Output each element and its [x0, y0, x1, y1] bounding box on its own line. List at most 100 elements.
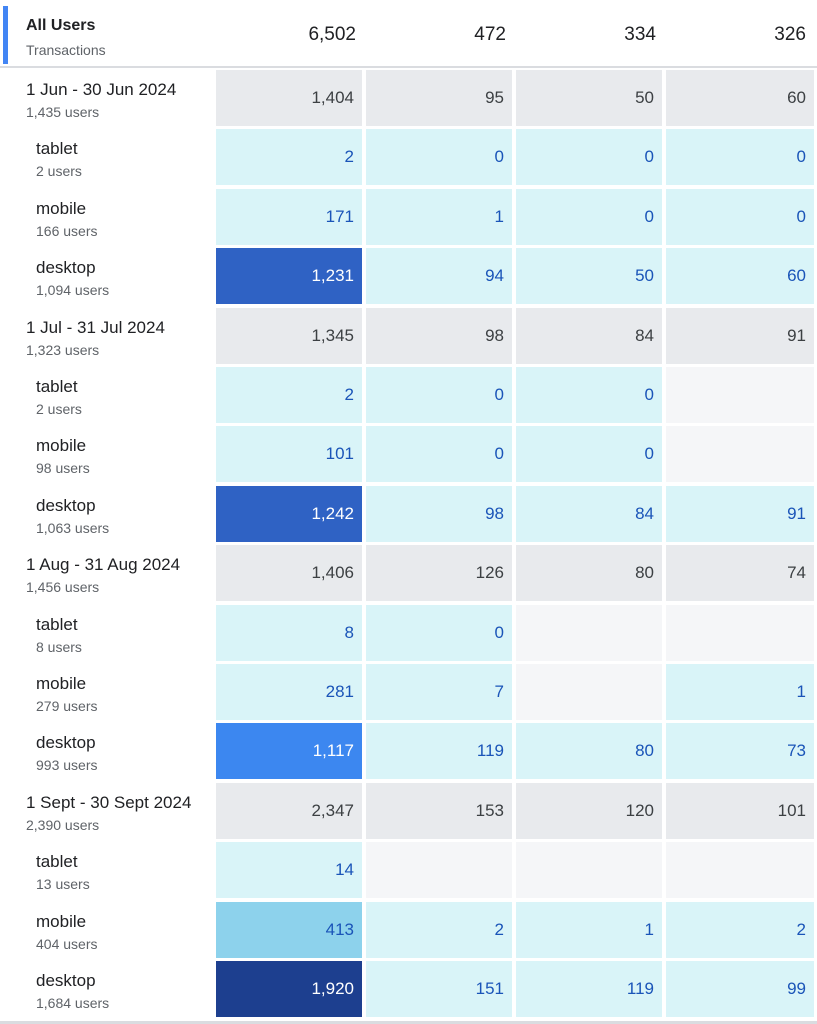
data-cell[interactable]: 2 [216, 129, 362, 185]
data-cell[interactable]: 2 [216, 367, 362, 423]
user-count: 13 users [36, 876, 90, 892]
data-cell[interactable]: 50 [516, 248, 662, 304]
data-cell[interactable] [516, 842, 662, 898]
data-cell[interactable]: 1 [366, 189, 512, 245]
data-cell[interactable]: 0 [666, 129, 814, 185]
data-cell[interactable]: 0 [516, 367, 662, 423]
data-cell[interactable] [516, 664, 662, 720]
data-cell[interactable]: 99 [666, 961, 814, 1017]
data-cell[interactable]: 1,406 [216, 545, 362, 601]
data-cell[interactable]: 1,404 [216, 70, 362, 126]
data-cell[interactable]: 0 [666, 189, 814, 245]
data-cell[interactable] [516, 605, 662, 661]
user-count: 1,323 users [26, 342, 99, 358]
data-cell[interactable]: 50 [516, 70, 662, 126]
device-label: mobile [36, 912, 86, 932]
data-cell[interactable]: 2 [366, 902, 512, 958]
row-label-cell: tablet 2 users [0, 127, 213, 186]
device-row: mobile 279 users 281 7 1 [0, 662, 817, 721]
user-count: 8 users [36, 639, 82, 655]
data-cell[interactable]: 74 [666, 545, 814, 601]
device-row: tablet 2 users 2 0 0 [0, 365, 817, 424]
data-cell[interactable]: 1,920 [216, 961, 362, 1017]
data-cell[interactable]: 1,117 [216, 723, 362, 779]
device-label: desktop [36, 733, 96, 753]
data-cell[interactable] [666, 426, 814, 482]
data-cell[interactable]: 120 [516, 783, 662, 839]
row-label-cell: 1 Aug - 31 Aug 2024 1,456 users [0, 543, 213, 602]
data-cell[interactable]: 0 [366, 367, 512, 423]
column-total: 472 [366, 24, 506, 46]
data-cell[interactable]: 0 [366, 426, 512, 482]
data-cell[interactable]: 126 [366, 545, 512, 601]
data-cell[interactable]: 1 [516, 902, 662, 958]
user-count: 993 users [36, 757, 97, 773]
user-count: 1,063 users [36, 520, 109, 536]
data-cell[interactable]: 98 [366, 308, 512, 364]
data-cell[interactable]: 2,347 [216, 783, 362, 839]
row-label-cell: tablet 13 users [0, 840, 213, 899]
data-cell[interactable]: 1,345 [216, 308, 362, 364]
data-cell[interactable]: 80 [516, 545, 662, 601]
metric-name: Transactions [26, 42, 106, 58]
row-label-cell: tablet 8 users [0, 603, 213, 662]
data-cell[interactable]: 60 [666, 248, 814, 304]
data-cell[interactable]: 153 [366, 783, 512, 839]
data-cell[interactable]: 7 [366, 664, 512, 720]
user-count: 2,390 users [26, 817, 99, 833]
data-cell[interactable]: 119 [366, 723, 512, 779]
data-cell[interactable]: 0 [366, 605, 512, 661]
data-cell[interactable]: 119 [516, 961, 662, 1017]
data-cell[interactable]: 2 [666, 902, 814, 958]
row-label-cell: 1 Jul - 31 Jul 2024 1,323 users [0, 306, 213, 365]
data-cell[interactable]: 91 [666, 308, 814, 364]
row-label-cell: desktop 1,684 users [0, 959, 213, 1018]
data-cell[interactable]: 0 [366, 129, 512, 185]
table-header: All Users Transactions 6,502 472 334 326 [0, 0, 817, 68]
data-cell[interactable]: 0 [516, 426, 662, 482]
data-cell[interactable]: 98 [366, 486, 512, 542]
device-row: desktop 1,063 users 1,242 98 84 91 [0, 484, 817, 543]
user-count: 1,684 users [36, 995, 109, 1011]
row-label-cell: mobile 279 users [0, 662, 213, 721]
data-cell[interactable]: 84 [516, 308, 662, 364]
period-row: 1 Sept - 30 Sept 2024 2,390 users 2,347 153… [0, 781, 817, 840]
data-cell[interactable] [666, 605, 814, 661]
data-cell[interactable]: 1,242 [216, 486, 362, 542]
data-cell[interactable]: 91 [666, 486, 814, 542]
device-label: tablet [36, 852, 78, 872]
data-cell[interactable]: 413 [216, 902, 362, 958]
data-cell[interactable]: 8 [216, 605, 362, 661]
data-cell[interactable] [666, 367, 814, 423]
data-cell[interactable]: 94 [366, 248, 512, 304]
data-cell[interactable] [366, 842, 512, 898]
data-cell[interactable]: 101 [216, 426, 362, 482]
data-cell[interactable] [666, 842, 814, 898]
device-label: mobile [36, 199, 86, 219]
data-cell[interactable]: 281 [216, 664, 362, 720]
row-label-cell: tablet 2 users [0, 365, 213, 424]
row-label-cell: 1 Jun - 30 Jun 2024 1,435 users [0, 68, 213, 127]
data-cell[interactable]: 73 [666, 723, 814, 779]
data-cell[interactable]: 14 [216, 842, 362, 898]
device-row: desktop 1,684 users 1,920 151 119 99 [0, 959, 817, 1018]
row-label-cell: mobile 404 users [0, 900, 213, 959]
row-label-cell: mobile 166 users [0, 187, 213, 246]
data-cell[interactable]: 151 [366, 961, 512, 1017]
data-cell[interactable]: 84 [516, 486, 662, 542]
data-cell[interactable]: 0 [516, 129, 662, 185]
device-label: tablet [36, 615, 78, 635]
row-label-cell: desktop 1,094 users [0, 246, 213, 305]
data-cell[interactable]: 1,231 [216, 248, 362, 304]
data-cell[interactable]: 101 [666, 783, 814, 839]
data-cell[interactable]: 95 [366, 70, 512, 126]
data-cell[interactable]: 60 [666, 70, 814, 126]
data-cell[interactable]: 80 [516, 723, 662, 779]
user-count: 98 users [36, 460, 90, 476]
device-row: tablet 2 users 2 0 0 0 [0, 127, 817, 186]
data-cell[interactable]: 0 [516, 189, 662, 245]
data-cell[interactable]: 1 [666, 664, 814, 720]
data-cell[interactable]: 171 [216, 189, 362, 245]
period-label: 1 Jul - 31 Jul 2024 [26, 318, 165, 338]
row-label-cell: mobile 98 users [0, 424, 213, 483]
